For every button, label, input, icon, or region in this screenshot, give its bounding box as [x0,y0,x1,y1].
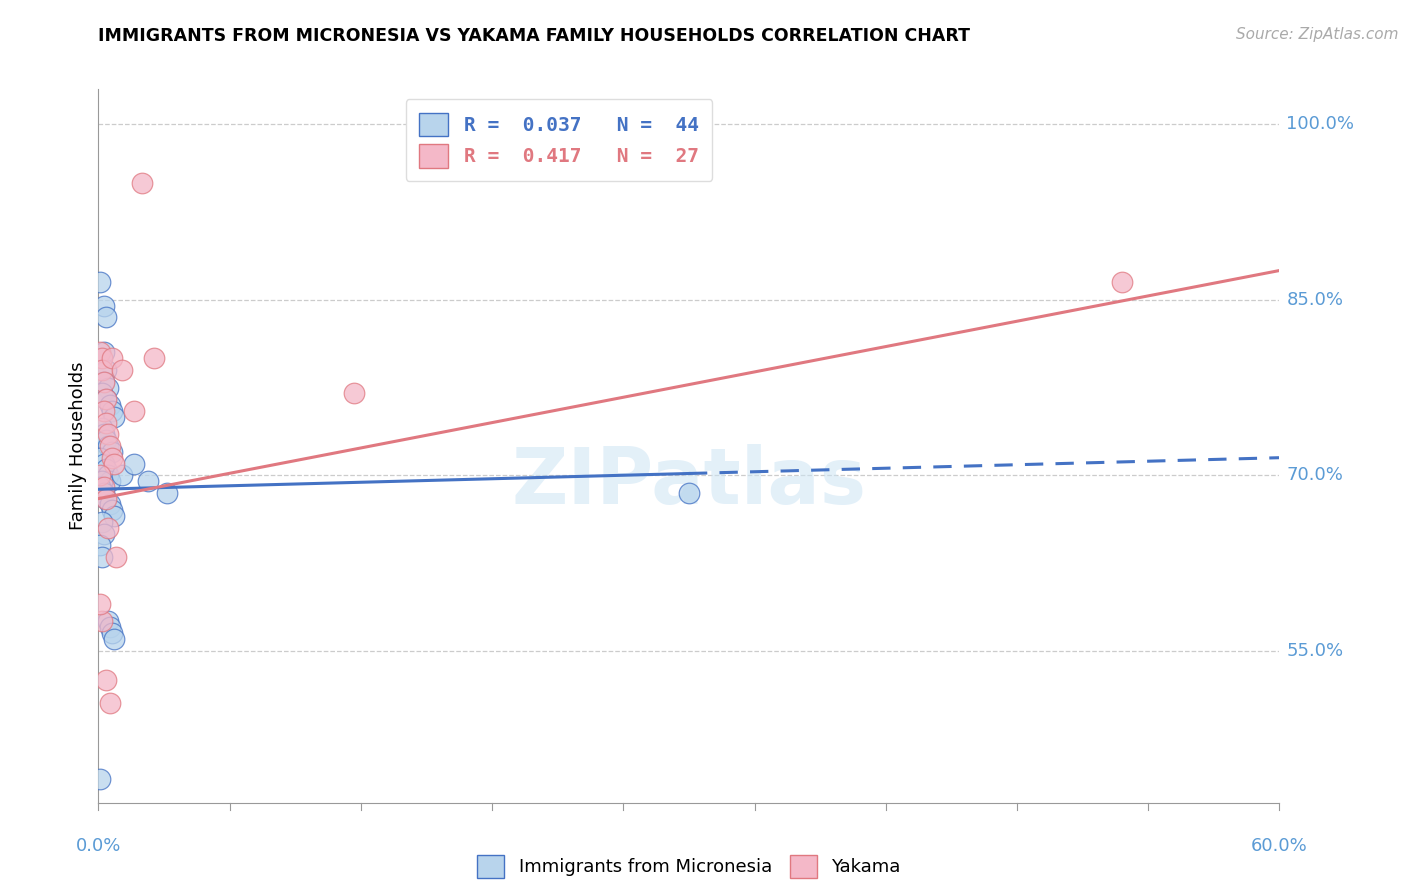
Text: 100.0%: 100.0% [1286,115,1354,133]
Point [96,363,118,377]
Text: IMMIGRANTS FROM MICRONESIA VS YAKAMA FAMILY HOUSEHOLDS CORRELATION CHART: IMMIGRANTS FROM MICRONESIA VS YAKAMA FAM… [98,27,970,45]
Point [96,491,118,506]
Point [131,176,153,190]
Point [96,491,118,506]
Text: 55.0%: 55.0% [1286,641,1344,660]
Point [96,462,118,476]
Point [89,597,111,611]
Point [89,275,111,289]
Point [93,404,115,418]
Point [103,457,125,471]
Point [89,538,111,552]
Legend: Immigrants from Micronesia, Yakama: Immigrants from Micronesia, Yakama [468,847,910,887]
Point [98,697,121,711]
Text: 85.0%: 85.0% [1286,291,1344,309]
Point [93,375,115,389]
Point [101,351,124,366]
Text: 70.0%: 70.0% [1286,467,1343,484]
Point [111,468,134,483]
Text: ZIPatlas: ZIPatlas [512,443,866,520]
Point [93,299,115,313]
Text: 60.0%: 60.0% [1251,837,1308,855]
Point [136,474,159,488]
Point [678,485,700,500]
Point [97,615,120,629]
Point [89,468,111,483]
Y-axis label: Family Households: Family Households [69,362,87,530]
Point [91,615,114,629]
Point [103,509,125,524]
Point [91,474,114,488]
Point [101,445,124,459]
Point [101,626,124,640]
Point [91,363,114,377]
Point [96,433,118,447]
Point [91,351,114,366]
Point [142,351,165,366]
Point [93,375,115,389]
Point [96,673,118,687]
Point [343,386,366,401]
Point [98,439,121,453]
Point [156,485,179,500]
Point [93,480,115,494]
Point [101,404,124,418]
Point [1111,275,1133,289]
Point [93,427,115,442]
Point [105,550,128,565]
Point [98,398,121,412]
Point [97,380,120,394]
Point [96,392,118,407]
Text: Source: ZipAtlas.com: Source: ZipAtlas.com [1236,27,1399,42]
Point [122,404,145,418]
Point [93,345,115,359]
Point [91,421,114,435]
Point [89,772,111,787]
Point [89,480,111,494]
Point [97,427,120,442]
Point [97,521,120,535]
Point [97,468,120,483]
Point [103,632,125,646]
Point [96,392,118,407]
Point [93,485,115,500]
Point [98,620,121,634]
Point [97,439,120,453]
Point [96,416,118,430]
Point [89,450,111,465]
Point [103,409,125,424]
Point [91,550,114,565]
Text: 0.0%: 0.0% [76,837,121,855]
Point [91,386,114,401]
Point [98,474,121,488]
Point [91,515,114,529]
Point [93,457,115,471]
Point [93,526,115,541]
Point [101,450,124,465]
Point [98,498,121,512]
Point [96,310,118,325]
Point [122,457,145,471]
Point [111,363,134,377]
Point [101,503,124,517]
Point [89,345,111,359]
